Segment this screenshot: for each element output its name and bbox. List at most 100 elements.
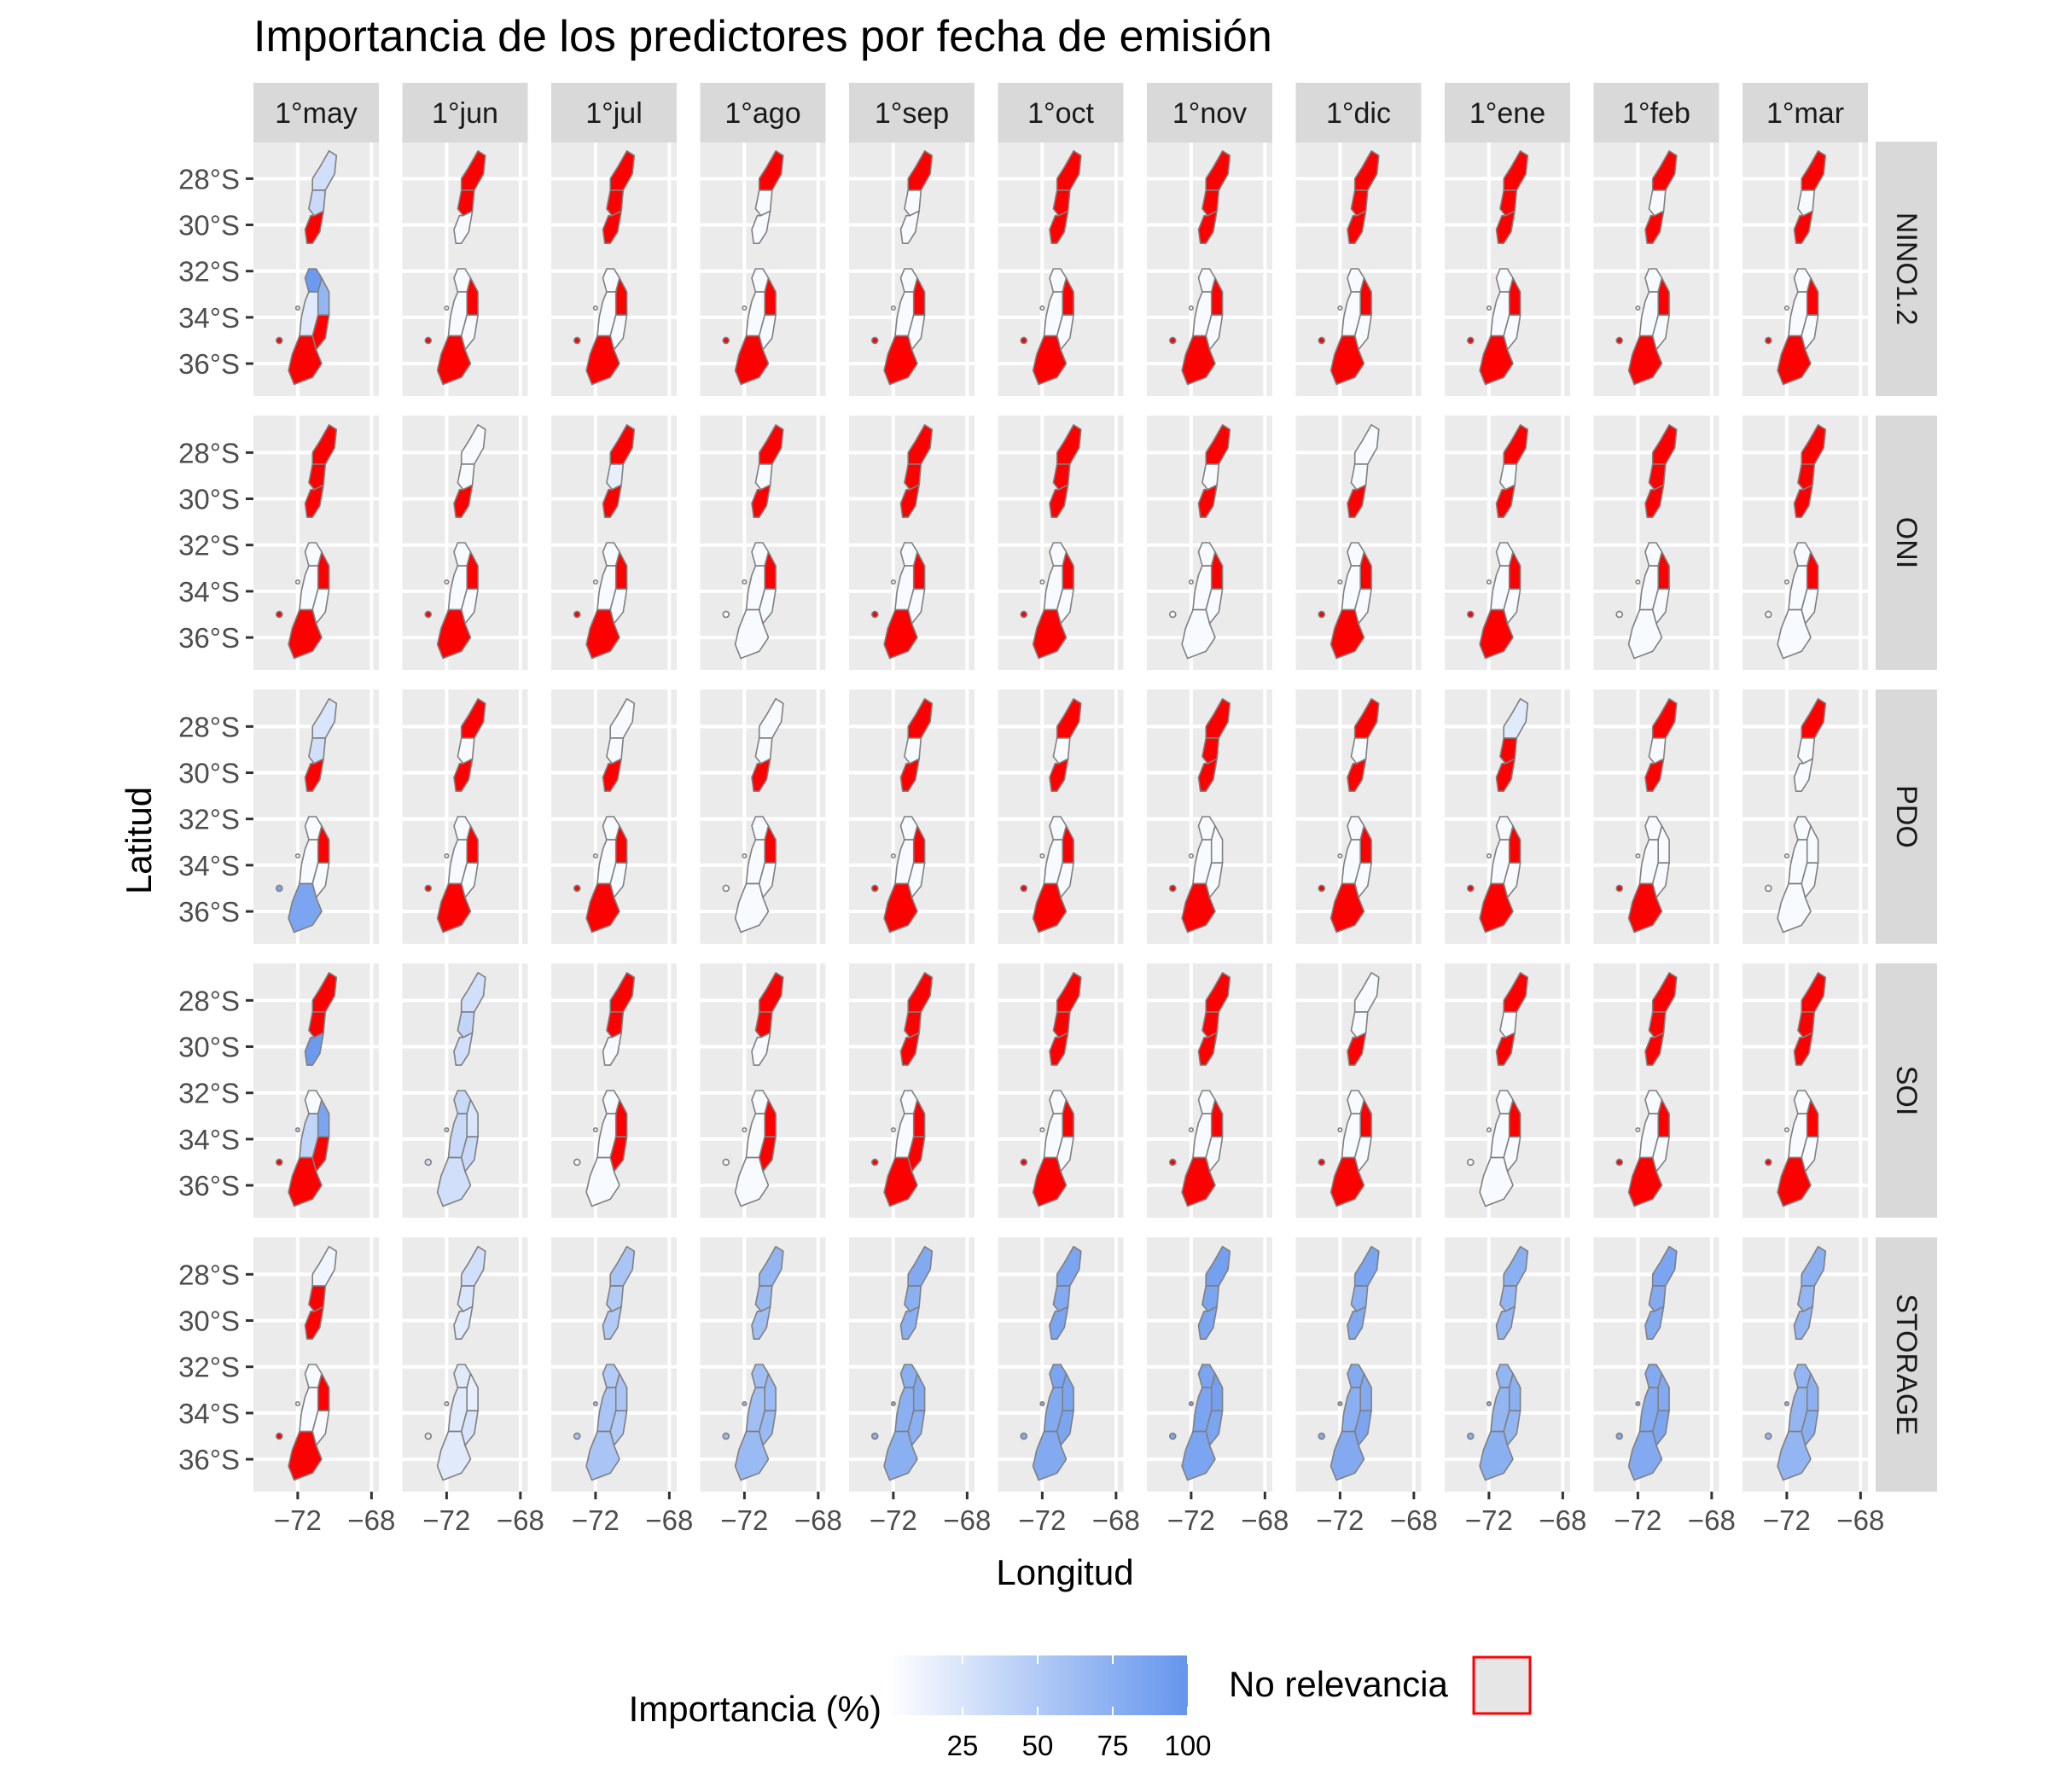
x-tick-label: −68 [1688, 1504, 1736, 1536]
map-region [734, 1156, 770, 1207]
map-island [1318, 1158, 1326, 1167]
y-tick-label: 30°S [178, 210, 240, 241]
map-region [1793, 210, 1813, 245]
map-region [883, 608, 918, 660]
y-tick-label: 36°S [178, 1170, 240, 1201]
map-region [585, 335, 620, 386]
map-region [734, 335, 770, 386]
map-region [1181, 608, 1216, 660]
y-tick-label: 32°S [178, 1078, 240, 1109]
facet-panel [402, 689, 528, 944]
map-region [904, 463, 922, 491]
map-region [754, 737, 773, 765]
map-island [890, 853, 896, 859]
map-region [1201, 189, 1220, 217]
map-region [1495, 758, 1516, 793]
map-island [1764, 610, 1772, 619]
map-region [304, 758, 324, 793]
map-region [585, 882, 620, 934]
map-island [1615, 1158, 1624, 1167]
map-island [1466, 1158, 1475, 1167]
map-region [602, 1032, 622, 1066]
map-island [870, 610, 879, 619]
chart-title: Importancia de los predictores por fecha… [253, 12, 1272, 61]
legend-break-label: 75 [1097, 1730, 1129, 1761]
row-strip [1876, 416, 1937, 670]
map-island [573, 884, 581, 893]
map-region [1644, 1306, 1665, 1340]
facet-panel [1445, 1237, 1570, 1492]
x-axis-title: Longitud [996, 1552, 1133, 1592]
facet-panel [1147, 142, 1272, 396]
map-island [742, 853, 748, 859]
map-island [1318, 336, 1326, 345]
map-island [870, 1158, 879, 1167]
map-region [734, 882, 770, 934]
map-island [424, 1432, 433, 1440]
map-region [1197, 1306, 1218, 1340]
facet-panel [998, 963, 1124, 1218]
column-strip-label: 1°mar [1766, 97, 1844, 130]
map-region [1329, 882, 1365, 934]
map-region [1499, 189, 1518, 217]
y-tick-label: 34°S [178, 1124, 240, 1155]
map-region [1495, 1032, 1516, 1066]
map-region [1049, 484, 1069, 519]
map-island [722, 336, 730, 345]
facet-panel [849, 1237, 975, 1492]
map-region [602, 210, 622, 245]
facet-panel [1743, 689, 1868, 944]
map-island [294, 1127, 300, 1133]
x-tick-label: −68 [1390, 1504, 1438, 1536]
map-region [1347, 758, 1367, 793]
legend-break-label: 25 [947, 1730, 979, 1761]
map-island [722, 1158, 730, 1167]
map-island [722, 884, 730, 893]
facet-panel [1743, 416, 1868, 670]
map-island [1188, 579, 1194, 585]
map-island [742, 1401, 748, 1407]
map-region [304, 484, 324, 519]
map-island [294, 579, 300, 585]
map-island [1337, 1127, 1343, 1133]
map-region [457, 1011, 475, 1039]
map-region [1644, 484, 1665, 519]
map-island [742, 579, 748, 585]
column-strip-label: 1°ene [1469, 97, 1545, 130]
map-island [1486, 1127, 1492, 1133]
map-region [904, 737, 922, 765]
map-island [1039, 579, 1045, 585]
x-tick-label: −72 [1763, 1504, 1811, 1536]
map-island [890, 1401, 896, 1407]
map-island [424, 1158, 433, 1167]
column-strip-label: 1°oct [1027, 97, 1094, 130]
map-island [444, 305, 450, 311]
facet-panel [700, 689, 826, 944]
legend-colorbar [887, 1655, 1188, 1715]
map-region [1197, 758, 1218, 793]
map-region [1777, 882, 1812, 934]
map-region [1499, 737, 1518, 765]
map-region [1347, 484, 1367, 519]
map-region [1777, 608, 1812, 660]
map-island [1615, 884, 1624, 893]
map-island [1783, 1127, 1789, 1133]
map-region [1197, 1032, 1218, 1066]
map-region [1049, 1032, 1069, 1066]
map-region [1181, 1156, 1216, 1207]
map-island [1188, 1401, 1194, 1407]
map-region [436, 608, 472, 660]
y-tick-label: 30°S [178, 758, 240, 789]
map-island [275, 610, 283, 619]
map-region [1032, 882, 1068, 934]
map-island [1168, 336, 1177, 345]
facet-panel [402, 1237, 528, 1492]
map-region [1049, 210, 1069, 245]
map-region [1479, 608, 1514, 660]
facet-panel [1295, 416, 1422, 670]
legend-na-swatch [1472, 1655, 1532, 1715]
map-region [899, 210, 920, 245]
column-strip [402, 83, 528, 143]
map-island [1764, 336, 1772, 345]
